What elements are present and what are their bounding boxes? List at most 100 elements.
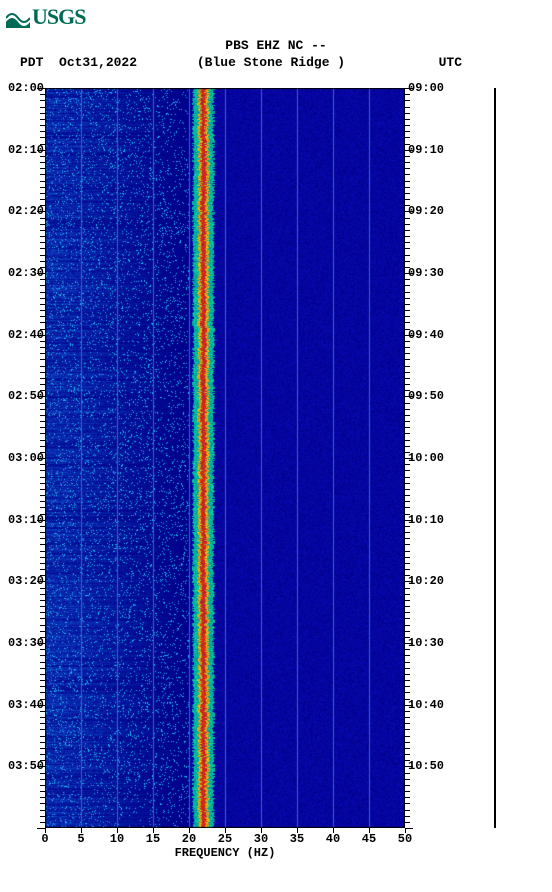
y-tick-mark (40, 193, 45, 194)
y-tick-right: 10:20 (408, 574, 448, 588)
y-tick-mark (40, 544, 45, 545)
y-tick-right: 09:40 (408, 328, 448, 342)
y-tick-mark (40, 668, 45, 669)
y-tick-mark (405, 526, 410, 527)
tz-right: UTC (362, 55, 532, 72)
y-tick-mark (405, 458, 413, 459)
y-tick-mark (40, 248, 45, 249)
y-tick-mark (40, 816, 45, 817)
y-tick-mark (40, 773, 45, 774)
y-tick-mark (37, 396, 45, 397)
y-tick-mark (40, 588, 45, 589)
y-tick-mark (40, 483, 45, 484)
y-tick-mark (37, 458, 45, 459)
y-tick-mark (405, 390, 410, 391)
x-tick-mark (261, 828, 262, 833)
y-tick-mark (405, 828, 413, 829)
y-tick-mark (405, 285, 410, 286)
y-tick-mark (405, 600, 410, 601)
y-tick-mark (40, 347, 45, 348)
y-tick-mark (40, 353, 45, 354)
y-tick-mark (405, 816, 410, 817)
y-tick-mark (37, 150, 45, 151)
y-tick-mark (405, 649, 410, 650)
y-tick-mark (405, 100, 410, 101)
y-tick-mark (40, 205, 45, 206)
y-tick-mark (405, 544, 410, 545)
y-tick-mark (405, 131, 410, 132)
y-tick-mark (405, 205, 410, 206)
y-tick-mark (405, 421, 410, 422)
y-tick-mark (40, 230, 45, 231)
y-tick-mark (405, 174, 410, 175)
y-tick-mark (405, 168, 410, 169)
chart-header: PBS EHZ NC -- PDT Oct31,2022 (Blue Stone… (0, 38, 552, 72)
y-tick-mark (40, 699, 45, 700)
y-tick-mark (405, 779, 410, 780)
y-tick-mark (40, 729, 45, 730)
y-tick-mark (40, 285, 45, 286)
y-tick-mark (40, 594, 45, 595)
y-tick-mark (40, 791, 45, 792)
y-tick-mark (40, 686, 45, 687)
y-tick-mark (405, 514, 410, 515)
y-tick-mark (405, 396, 413, 397)
y-tick-right: 09:10 (408, 143, 448, 157)
y-tick-mark (405, 699, 410, 700)
x-tick-label: 40 (326, 832, 340, 846)
y-tick-mark (405, 717, 410, 718)
y-tick-mark (405, 581, 413, 582)
y-tick-mark (405, 341, 410, 342)
y-tick-mark (405, 631, 410, 632)
x-tick-mark (333, 828, 334, 833)
spectrogram-plot (45, 88, 405, 828)
y-tick-mark (40, 292, 45, 293)
y-tick-mark (40, 551, 45, 552)
y-tick-mark (405, 440, 410, 441)
y-tick-mark (40, 754, 45, 755)
y-tick-mark (405, 156, 410, 157)
y-tick-mark (40, 477, 45, 478)
y-tick-mark (40, 366, 45, 367)
y-tick-mark (405, 199, 410, 200)
y-tick-mark (405, 230, 410, 231)
y-tick-mark (405, 119, 410, 120)
y-tick-mark (40, 433, 45, 434)
y-tick-mark (405, 359, 410, 360)
y-tick-mark (40, 372, 45, 373)
y-tick-mark (405, 810, 410, 811)
y-tick-mark (40, 329, 45, 330)
y-tick-mark (40, 779, 45, 780)
y-tick-mark (40, 495, 45, 496)
y-tick-mark (405, 452, 410, 453)
y-tick-mark (40, 322, 45, 323)
y-tick-mark (405, 113, 410, 114)
y-tick-mark (40, 489, 45, 490)
y-tick-mark (405, 236, 410, 237)
y-tick-mark (405, 674, 410, 675)
y-tick-mark (405, 181, 410, 182)
y-tick-mark (405, 803, 410, 804)
header-left: PDT Oct31,2022 (20, 55, 180, 72)
y-tick-mark (405, 162, 410, 163)
y-tick-mark (40, 403, 45, 404)
y-tick-mark (405, 637, 410, 638)
y-tick-mark (40, 649, 45, 650)
header-line1: PBS EHZ NC -- (0, 38, 552, 55)
y-tick-mark (405, 785, 410, 786)
y-tick-mark (40, 446, 45, 447)
y-tick-mark (40, 625, 45, 626)
y-tick-mark (40, 600, 45, 601)
y-tick-mark (40, 131, 45, 132)
y-tick-mark (405, 415, 410, 416)
y-tick-mark (40, 470, 45, 471)
y-tick-mark (40, 409, 45, 410)
y-tick-right: 10:50 (408, 759, 448, 773)
y-tick-mark (405, 107, 410, 108)
y-tick-mark (405, 532, 410, 533)
y-tick-mark (405, 643, 413, 644)
y-tick-mark (40, 797, 45, 798)
y-tick-mark (40, 538, 45, 539)
y-tick-mark (405, 292, 410, 293)
y-tick-mark (40, 359, 45, 360)
